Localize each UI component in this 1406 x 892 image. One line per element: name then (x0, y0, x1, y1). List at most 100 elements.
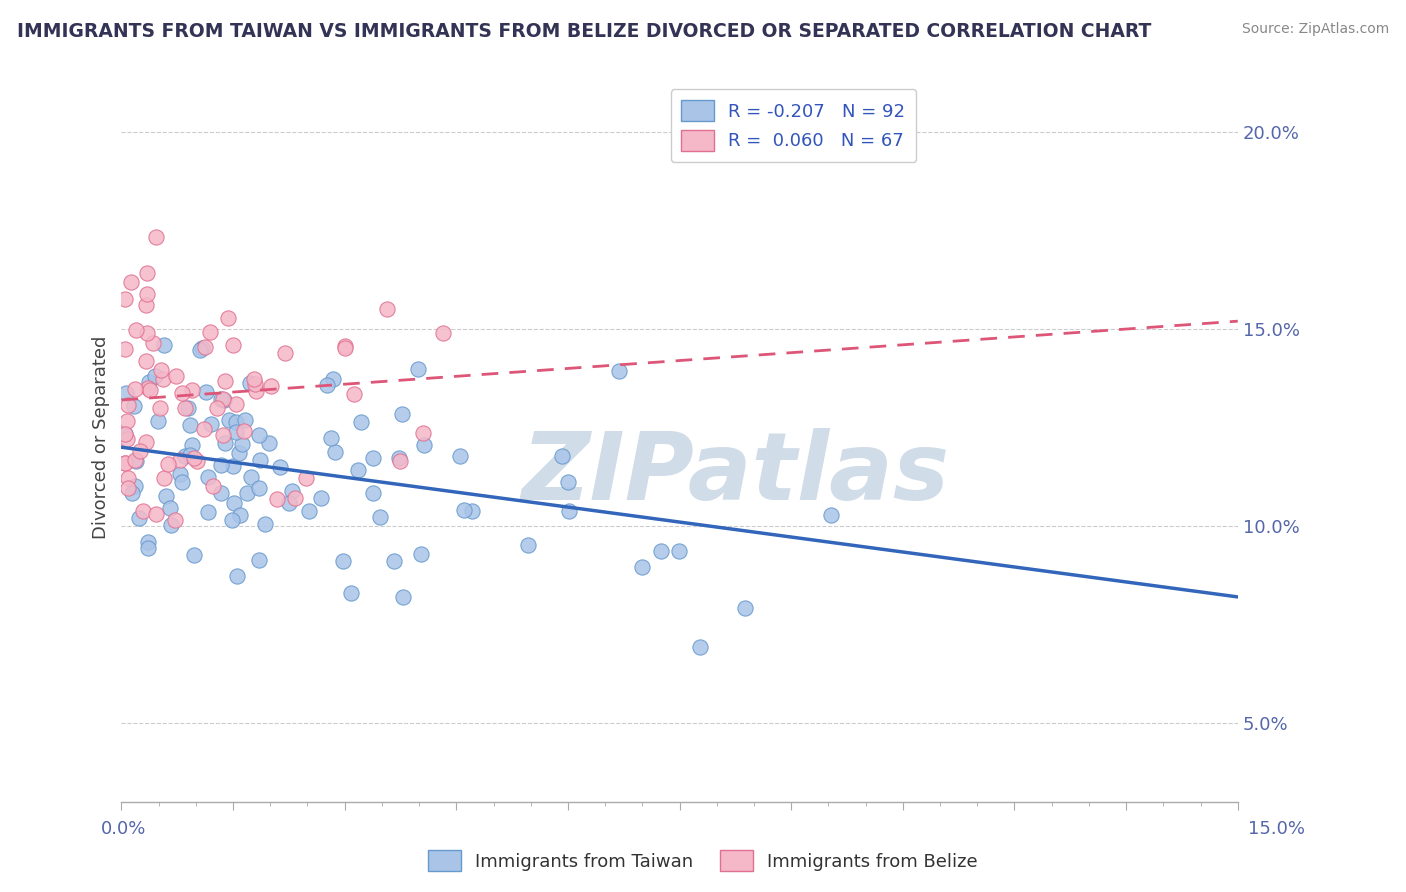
Point (557, 475, 579, 489)
Point (124, 479, 146, 493)
Point (377, 301, 399, 316)
Point (177, 401, 200, 416)
Point (209, 392, 232, 406)
Point (557, 504, 579, 518)
Point (392, 590, 415, 604)
Point (124, 452, 146, 467)
Point (322, 372, 344, 386)
Point (228, 446, 250, 460)
Point (319, 431, 342, 445)
Point (143, 368, 166, 383)
Point (231, 437, 253, 451)
Point (363, 485, 385, 500)
Point (205, 401, 228, 416)
Point (229, 508, 252, 522)
Point (212, 392, 235, 407)
Point (411, 548, 433, 562)
Point (382, 554, 405, 568)
Point (214, 436, 236, 450)
Point (225, 397, 247, 411)
Point (388, 450, 411, 465)
Point (122, 399, 145, 413)
Point (152, 372, 174, 386)
Point (391, 407, 413, 421)
Text: ZIPatlas: ZIPatlas (522, 428, 949, 520)
Point (361, 450, 384, 465)
Point (281, 484, 304, 499)
Point (349, 416, 371, 430)
Point (169, 467, 191, 481)
Point (160, 517, 183, 532)
Point (150, 362, 173, 376)
Point (233, 412, 256, 426)
Point (173, 450, 195, 464)
Point (368, 510, 391, 524)
Text: 15.0%: 15.0% (1247, 820, 1305, 838)
Point (209, 486, 232, 500)
Point (114, 456, 136, 470)
Point (124, 383, 146, 397)
Point (114, 342, 136, 356)
Point (179, 449, 201, 463)
Point (225, 425, 247, 440)
Legend: Immigrants from Taiwan, Immigrants from Belize: Immigrants from Taiwan, Immigrants from … (420, 843, 986, 879)
Point (247, 481, 270, 495)
Point (734, 601, 756, 615)
Point (183, 548, 205, 562)
Point (183, 451, 205, 466)
Point (269, 459, 291, 474)
Point (323, 445, 346, 459)
Point (115, 414, 138, 428)
Point (217, 310, 239, 325)
Point (114, 457, 136, 471)
Point (212, 428, 235, 442)
Point (266, 491, 288, 506)
Point (165, 513, 187, 527)
Point (197, 470, 219, 484)
Point (260, 379, 283, 393)
Point (551, 450, 574, 464)
Point (309, 491, 332, 506)
Point (153, 471, 176, 485)
Point (340, 586, 363, 600)
Point (631, 560, 654, 574)
Point (135, 298, 157, 312)
Point (461, 504, 484, 518)
Point (135, 266, 157, 280)
Legend: R = -0.207   N = 92, R =  0.060   N = 67: R = -0.207 N = 92, R = 0.060 N = 67 (671, 89, 917, 161)
Point (516, 538, 538, 552)
Point (125, 454, 148, 468)
Point (218, 413, 240, 427)
Point (225, 415, 247, 429)
Point (114, 292, 136, 306)
Point (159, 501, 181, 516)
Point (129, 444, 152, 458)
Point (226, 568, 249, 582)
Point (335, 342, 357, 356)
Point (242, 372, 264, 386)
Point (180, 438, 202, 452)
Point (148, 401, 170, 416)
Point (239, 376, 262, 390)
Point (188, 343, 211, 357)
Point (412, 426, 434, 441)
Point (316, 377, 339, 392)
Point (181, 383, 204, 397)
Point (254, 517, 277, 532)
Point (193, 422, 215, 436)
Point (668, 543, 690, 558)
Point (449, 450, 471, 464)
Point (191, 341, 214, 355)
Point (247, 427, 270, 442)
Point (295, 471, 318, 485)
Point (136, 534, 159, 549)
Point (239, 469, 262, 483)
Point (347, 463, 370, 477)
Point (453, 503, 475, 517)
Point (155, 489, 177, 503)
Point (202, 479, 225, 493)
Point (650, 544, 672, 558)
Point (121, 486, 143, 500)
Point (200, 417, 222, 432)
Point (222, 496, 245, 510)
